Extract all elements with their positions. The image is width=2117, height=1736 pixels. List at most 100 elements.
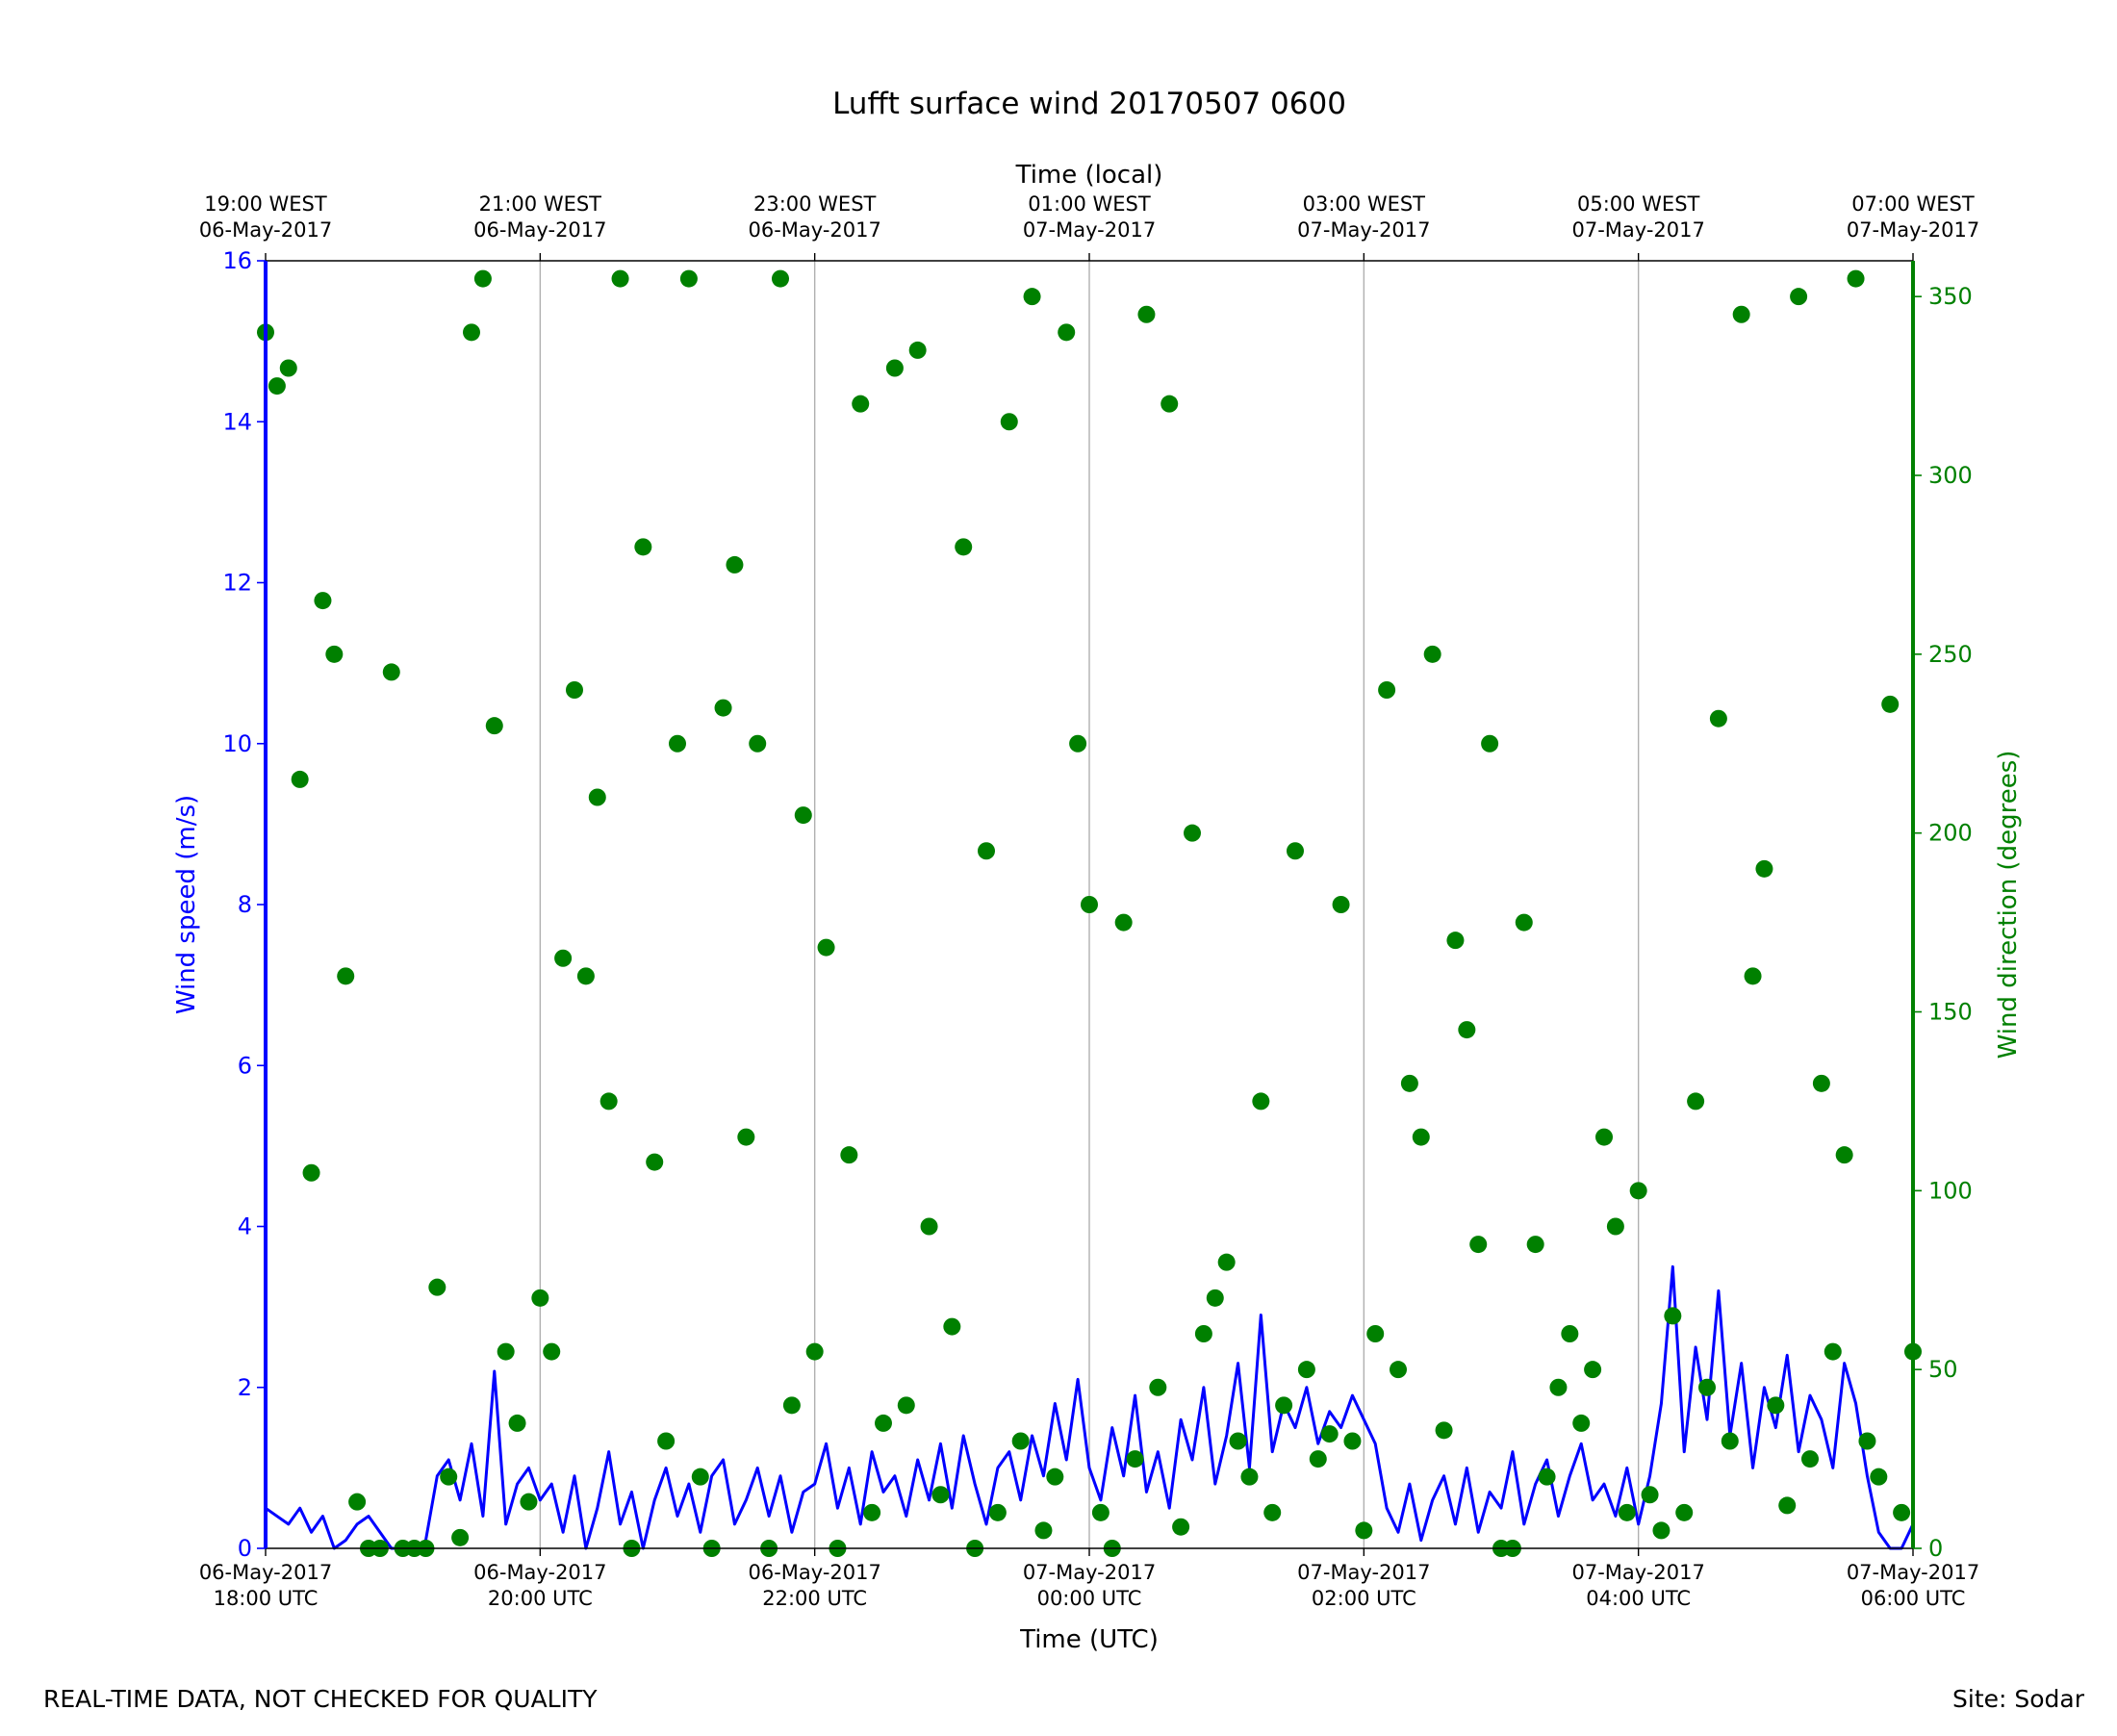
y2-tick-label: 350 [1928,283,1973,310]
direction-point [1217,1253,1236,1271]
x2-tick-label: 07-May-2017 [1571,218,1704,242]
direction-point [1812,1074,1830,1092]
direction-point [382,663,400,681]
direction-point [840,1146,858,1164]
direction-point [794,806,812,825]
x-tick-label: 18:00 UTC [214,1587,319,1610]
direction-point [1618,1503,1636,1521]
direction-point [1835,1146,1853,1164]
x-tick-label: 00:00 UTC [1037,1587,1142,1610]
x2-tick-label: 23:00 WEST [753,192,877,216]
direction-point [714,699,732,717]
direction-point [1240,1468,1259,1486]
x-tick-label: 04:00 UTC [1586,1587,1691,1610]
x2-tick-label: 06-May-2017 [748,218,880,242]
direction-point [1412,1128,1430,1146]
direction-point [1858,1432,1876,1450]
direction-point [1390,1361,1407,1379]
x2-tick-label: 07:00 WEST [1851,192,1975,216]
x2-tick-label: 07-May-2017 [1297,218,1430,242]
direction-point [1172,1518,1190,1536]
direction-point [1572,1414,1591,1432]
direction-point [978,842,995,860]
direction-point [1023,288,1041,306]
direction-point [852,395,870,413]
direction-point [1732,305,1750,323]
direction-point [679,269,698,288]
x-tick-label: 07-May-2017 [1571,1561,1704,1584]
direction-point [1641,1486,1659,1504]
direction-point [817,938,835,957]
direction-point [1378,681,1396,699]
direction-point [1275,1396,1293,1415]
direction-point [1114,913,1133,932]
direction-point [1790,288,1808,306]
footer-note: REAL-TIME DATA, NOT CHECKED FOR QUALITY [43,1685,598,1713]
direction-point [1709,709,1727,728]
direction-point [646,1153,664,1171]
direction-point [1469,1236,1488,1254]
y-tick-label: 8 [238,891,252,918]
direction-point [1481,734,1499,753]
x2-tick-label: 21:00 WEST [479,192,602,216]
direction-point [1629,1182,1647,1200]
direction-point [988,1503,1007,1521]
y-tick-label: 2 [238,1374,252,1401]
direction-point [291,770,309,788]
x-tick-label: 07-May-2017 [1297,1561,1430,1584]
direction-point [1664,1307,1682,1325]
direction-point [508,1414,526,1432]
direction-point [1091,1503,1110,1521]
direction-point [1297,1361,1315,1379]
direction-point [1309,1450,1327,1468]
direction-point [726,555,744,574]
direction-point [473,269,492,288]
direction-point [1058,323,1076,342]
direction-point [1287,842,1304,860]
direction-point [805,1342,824,1361]
direction-point [1423,645,1441,663]
direction-point [772,269,789,288]
x-axis-label: Time (UTC) [1019,1625,1159,1654]
direction-point [1881,695,1900,713]
direction-point [1126,1450,1144,1468]
direction-point [440,1468,458,1486]
direction-point [1652,1521,1671,1540]
y-tick-label: 10 [222,730,252,757]
x-tick-label: 07-May-2017 [1847,1561,1979,1584]
direction-point [599,1092,618,1111]
direction-point [1046,1468,1064,1486]
direction-point [1034,1521,1053,1540]
x-tick-label: 20:00 UTC [488,1587,593,1610]
direction-point [279,359,297,377]
direction-point [1252,1092,1270,1111]
direction-point [1698,1378,1716,1396]
direction-point [611,269,629,288]
direction-point [1675,1503,1694,1521]
direction-point [931,1486,950,1504]
direction-point [1229,1432,1247,1450]
direction-point [1081,896,1098,913]
direction-point [1801,1450,1819,1468]
direction-point [576,967,595,985]
direction-point [1870,1468,1888,1486]
direction-point [1161,395,1179,413]
direction-point [908,341,927,359]
direction-point [588,788,606,806]
direction-point [497,1342,515,1361]
x2-tick-label: 07-May-2017 [1847,218,1979,242]
direction-point [1194,1325,1212,1342]
y2-tick-label: 200 [1928,820,1973,847]
direction-point [955,538,973,556]
direction-point [749,734,767,753]
direction-point [1446,932,1465,950]
y-tick-label: 4 [238,1213,252,1240]
direction-point [337,967,355,985]
direction-point [1320,1425,1339,1443]
direction-point [428,1278,446,1296]
direction-point [1893,1503,1911,1521]
direction-point [1606,1217,1624,1236]
x-tick-label: 07-May-2017 [1023,1561,1156,1584]
x-tick-label: 22:00 UTC [762,1587,867,1610]
